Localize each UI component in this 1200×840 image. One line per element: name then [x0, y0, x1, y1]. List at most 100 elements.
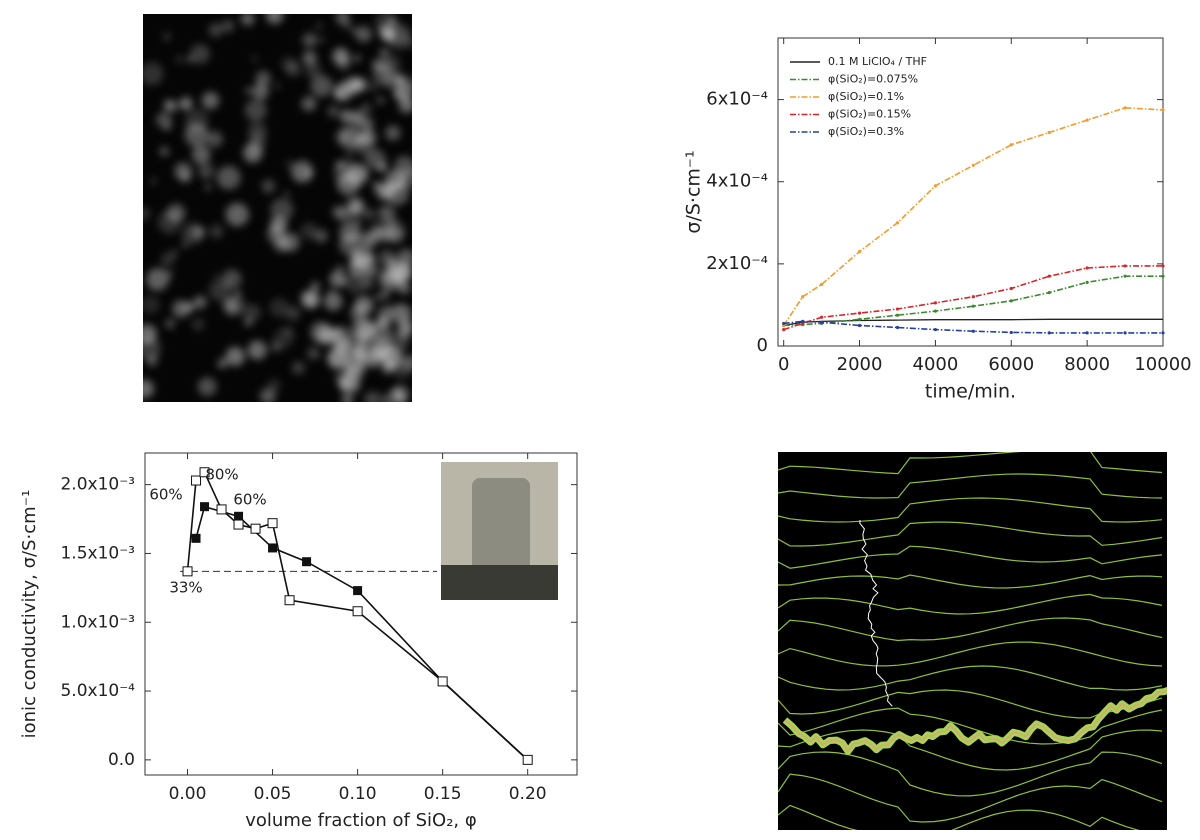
speckle — [380, 290, 390, 300]
speckle — [271, 341, 282, 352]
speckle — [336, 160, 346, 170]
speckle — [170, 250, 178, 258]
marker — [972, 330, 975, 333]
y-tick-label: 1.5x10⁻³ — [60, 543, 135, 563]
speckle — [243, 143, 262, 162]
marker — [1161, 331, 1164, 334]
speckle — [159, 147, 169, 157]
speckle — [163, 33, 171, 41]
legend-label: φ(SiO₂)=0.1% — [828, 90, 904, 103]
speckle — [377, 97, 384, 104]
speckle — [190, 44, 210, 64]
legend-label: 0.1 M LiClO₄ / THF — [828, 55, 927, 68]
speckle — [210, 225, 224, 239]
marker — [438, 677, 447, 686]
speckle — [345, 272, 367, 294]
speckle — [342, 394, 354, 406]
x-tick-label: 0.15 — [424, 784, 462, 804]
x-tick-label: 2000 — [837, 354, 883, 375]
marker — [200, 502, 209, 511]
inset-shadow — [441, 565, 558, 600]
y-tick-label: 5.0x10⁻⁴ — [60, 681, 135, 701]
series-line — [784, 108, 1163, 326]
annotation: 60% — [233, 491, 266, 509]
marker — [934, 301, 937, 304]
y-tick-label: 4x10⁻⁴ — [706, 171, 768, 192]
speckle — [165, 319, 175, 329]
speckle — [386, 303, 409, 326]
speckle — [360, 232, 377, 249]
speckle — [392, 385, 410, 403]
marker — [1123, 331, 1126, 334]
marker — [1010, 331, 1013, 334]
x-tick-label: 8000 — [1064, 354, 1110, 375]
speckle — [266, 6, 283, 23]
marker — [896, 221, 899, 224]
speckle — [337, 55, 352, 70]
marker — [1010, 299, 1013, 302]
speckle — [226, 203, 249, 226]
marker — [934, 309, 937, 312]
speckle — [339, 234, 361, 256]
annotation: 60% — [149, 486, 182, 504]
speckle — [350, 115, 363, 128]
marker — [1048, 331, 1051, 334]
speckle — [372, 59, 385, 72]
speckle — [394, 365, 409, 380]
speckle — [179, 97, 192, 110]
legend-label: φ(SiO₂)=0.3% — [828, 125, 904, 138]
x-axis-label: time/min. — [925, 381, 1016, 403]
marker — [858, 312, 861, 315]
speckle — [222, 20, 234, 32]
marker — [782, 328, 785, 331]
speckle — [248, 122, 267, 141]
speckle — [191, 318, 204, 331]
legend-label: φ(SiO₂)=0.075% — [828, 73, 918, 86]
speckle — [301, 223, 318, 240]
x-tick-label: 0.05 — [254, 784, 292, 804]
speckle — [365, 149, 385, 169]
speckle — [141, 295, 160, 314]
marker — [1086, 281, 1089, 284]
legend-label: φ(SiO₂)=0.15% — [828, 108, 911, 121]
speckle — [182, 242, 188, 248]
marker — [801, 320, 804, 323]
marker — [820, 316, 823, 319]
marker — [972, 164, 975, 167]
speckle — [398, 96, 415, 113]
speckle — [378, 205, 395, 222]
speckle — [386, 331, 408, 353]
marker — [1161, 108, 1164, 111]
series-line — [784, 276, 1163, 325]
speckle — [369, 83, 378, 92]
x-tick-label: 0.10 — [339, 784, 377, 804]
speckle — [327, 105, 339, 117]
speckle — [292, 362, 305, 375]
speckle — [198, 163, 214, 179]
speckle — [305, 170, 312, 177]
speckle — [167, 272, 173, 278]
marker — [972, 295, 975, 298]
x-tick-label: 0.00 — [169, 784, 207, 804]
speckle — [302, 96, 317, 111]
speckle — [379, 48, 389, 58]
speckle — [176, 56, 183, 63]
speckle — [223, 294, 245, 316]
x-tick-label: 4000 — [913, 354, 959, 375]
simulation-image — [778, 452, 1167, 830]
speckle — [318, 36, 326, 44]
speckle — [327, 337, 333, 343]
marker — [268, 543, 277, 552]
marker — [858, 324, 861, 327]
speckle — [174, 162, 192, 180]
speckle — [334, 337, 352, 355]
y-tick-label: 6x10⁻⁴ — [706, 89, 768, 110]
marker — [268, 519, 277, 528]
marker — [217, 505, 226, 514]
speckle — [352, 345, 360, 353]
marker — [896, 307, 899, 310]
speckle — [336, 265, 343, 272]
speckle — [226, 347, 245, 366]
speckle — [284, 327, 294, 337]
speckle — [302, 33, 317, 48]
